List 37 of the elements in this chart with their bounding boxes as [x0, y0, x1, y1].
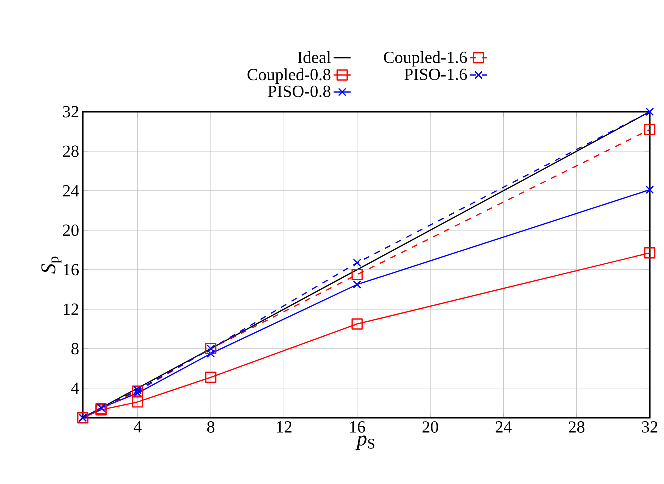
point [353, 258, 362, 268]
y-tick-label: 4 [71, 382, 80, 394]
point [353, 280, 362, 289]
x-tick-label: 20 [422, 422, 438, 433]
y-tick-label: 16 [64, 264, 79, 276]
y-tick-label: 12 [64, 304, 79, 316]
y-tick-label: 24 [63, 185, 80, 197]
point [132, 386, 144, 397]
legend-label: PISO-0.8 [268, 86, 331, 98]
point [644, 124, 656, 136]
x-tick-label: 24 [496, 422, 512, 433]
point [134, 386, 142, 394]
point [646, 186, 654, 194]
point [205, 372, 217, 384]
point [206, 350, 216, 358]
x-tick-label: 4 [134, 422, 142, 433]
point [352, 269, 363, 280]
point [132, 396, 144, 408]
y-tick-label: 8 [72, 343, 79, 355]
x-tick-label: 28 [569, 422, 585, 433]
y-tick-label: 28 [63, 146, 79, 158]
y-tick-label: 20 [63, 224, 79, 236]
x-tick-label: 16 [350, 422, 366, 433]
point [646, 108, 654, 116]
point [644, 248, 656, 259]
y-axis-title: S$_{p}$ [42, 256, 62, 274]
legend-label: Coupled-0.8 [248, 68, 331, 84]
point [134, 389, 142, 398]
x-tick-label: 32 [642, 422, 658, 433]
legend-label: Ideal [298, 51, 331, 64]
y-tick-label: 32 [63, 106, 79, 118]
x-tick-label: 12 [277, 422, 292, 433]
legend-label: PISO-1.6 [404, 68, 468, 80]
x-axis-title: p$_{S}$ [356, 436, 375, 450]
x-tick-label: 8 [207, 422, 215, 433]
legend-label: Coupled-1.6 [384, 51, 468, 67]
point [352, 318, 363, 330]
